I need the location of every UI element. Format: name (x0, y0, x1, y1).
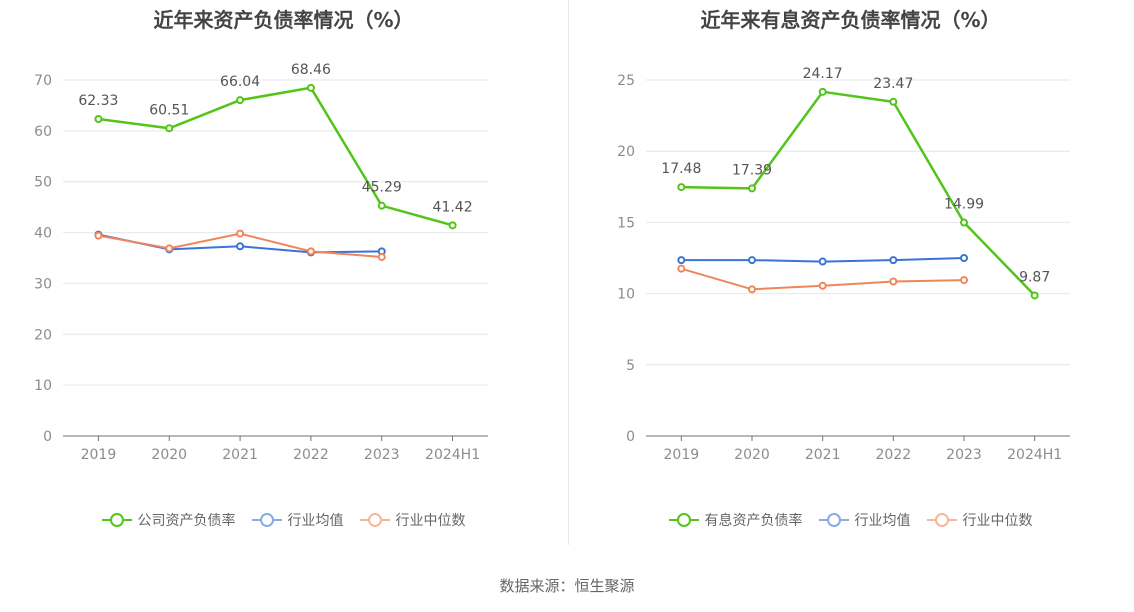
y-tick-label: 20 (34, 327, 52, 343)
y-tick-label: 0 (626, 429, 635, 445)
y-tick-label: 5 (626, 358, 635, 374)
legend-swatch-icon (818, 513, 849, 527)
legend-label: 行业均值 (287, 513, 344, 529)
left-chart-panel: 近年来资产负债率情况（%） 0 10 20 30 40 50 60 70 2019 2020 202… (0, 0, 567, 560)
legend-label: 行业均值 (854, 513, 911, 529)
data-point (748, 285, 756, 294)
data-point (889, 277, 898, 286)
x-tick-label: 2022 (293, 447, 329, 463)
legend-item[interactable]: 行业均值 (251, 510, 344, 530)
data-label: 60.51 (149, 102, 189, 118)
x-tick-label: 2024H1 (1007, 447, 1062, 463)
y-tick-label: 70 (34, 73, 52, 89)
legend-label: 行业中位数 (395, 513, 466, 529)
legend-item[interactable]: 行业中位数 (359, 510, 466, 530)
legend-swatch-icon (101, 513, 132, 527)
x-tick-label: 2020 (734, 447, 770, 463)
x-tick-label: 2024H1 (425, 447, 480, 463)
y-tick-label: 50 (34, 175, 52, 191)
data-point (377, 252, 386, 261)
legend-label: 行业中位数 (962, 513, 1033, 529)
data-source-note: 数据来源：恒生聚源 (499, 577, 635, 595)
data-label: 24.17 (803, 66, 843, 82)
x-tick-label: 2021 (222, 447, 258, 463)
y-tick-label: 15 (617, 215, 635, 231)
legend-swatch-icon (251, 513, 282, 527)
series-line (98, 86, 453, 227)
data-point (165, 124, 174, 133)
data-point (236, 242, 245, 251)
x-tick-label: 2019 (664, 447, 700, 463)
data-point (818, 281, 827, 290)
data-point (818, 87, 827, 96)
legend-swatch-icon (359, 513, 390, 527)
data-point (889, 97, 898, 106)
data-label: 62.33 (78, 93, 118, 109)
left-chart-title: 近年来资产负债率情况（%） (153, 8, 414, 32)
data-label: 9.87 (1019, 269, 1050, 285)
data-label: 17.39 (732, 162, 772, 178)
data-label: 66.04 (220, 74, 260, 90)
data-point (306, 247, 315, 256)
right-chart-title: 近年来有息资产负债率情况（%） (700, 8, 1001, 32)
x-tick-label: 2023 (946, 447, 982, 463)
data-point (889, 256, 898, 265)
x-tick-label: 2021 (805, 447, 841, 463)
data-label: 23.47 (873, 76, 913, 92)
data-point (377, 201, 386, 210)
data-point (306, 83, 315, 92)
data-point (448, 221, 457, 230)
x-tick-label: 2022 (876, 447, 912, 463)
legend-swatch-icon (668, 513, 699, 527)
y-tick-label: 30 (34, 276, 52, 292)
y-tick-label: 25 (617, 73, 635, 89)
legend-label: 公司资产负债率 (137, 513, 236, 529)
data-label: 45.29 (362, 180, 402, 196)
y-tick-label: 40 (34, 226, 52, 242)
data-label: 68.46 (291, 62, 331, 78)
x-tick-label: 2019 (81, 447, 117, 463)
legend-item[interactable]: 行业中位数 (926, 510, 1033, 530)
data-point (677, 183, 686, 192)
data-point (748, 184, 756, 193)
data-point (236, 229, 245, 238)
x-tick-label: 2020 (151, 447, 187, 463)
y-tick-label: 20 (617, 144, 635, 160)
data-point (960, 276, 968, 285)
left-chart-legend: 公司资产负债率 行业均值 行业中位数 (0, 510, 567, 530)
data-point (677, 256, 686, 265)
data-point (236, 96, 245, 105)
right-chart-panel: 近年来有息资产负债率情况（%） 0 5 10 15 20 25 2019 2020 2021 20… (567, 0, 1134, 560)
data-point (94, 231, 103, 240)
data-point (960, 254, 968, 262)
series-line (681, 90, 1036, 297)
legend-swatch-icon (926, 513, 957, 527)
data-point (165, 244, 174, 253)
legend-item[interactable]: 有息资产负债率 (668, 510, 803, 530)
y-tick-label: 10 (617, 287, 635, 303)
data-point (818, 257, 827, 266)
data-point (1030, 291, 1039, 300)
data-point (677, 264, 686, 273)
right-chart-plot: 0 5 10 15 20 25 2019 2020 2021 2022 2023 2024H1 17.4… (617, 66, 1070, 463)
data-label: 14.99 (944, 197, 984, 213)
legend-label: 有息资产负债率 (704, 513, 803, 529)
left-chart-plot: 0 10 20 30 40 50 60 70 2019 2020 2021 2022 2023 2024H… (34, 62, 488, 463)
data-label: 41.42 (433, 199, 473, 215)
data-label: 17.48 (661, 161, 701, 177)
right-chart-legend: 有息资产负债率 行业均值 行业中位数 (567, 510, 1134, 530)
y-tick-label: 60 (34, 124, 52, 140)
data-point (960, 218, 968, 227)
legend-item[interactable]: 公司资产负债率 (101, 510, 236, 530)
legend-item[interactable]: 行业均值 (818, 510, 911, 530)
x-tick-label: 2023 (364, 447, 400, 463)
panel-divider (568, 0, 569, 545)
y-tick-label: 10 (34, 378, 52, 394)
data-point (748, 256, 756, 265)
data-point (94, 115, 103, 124)
y-tick-label: 0 (43, 429, 52, 445)
